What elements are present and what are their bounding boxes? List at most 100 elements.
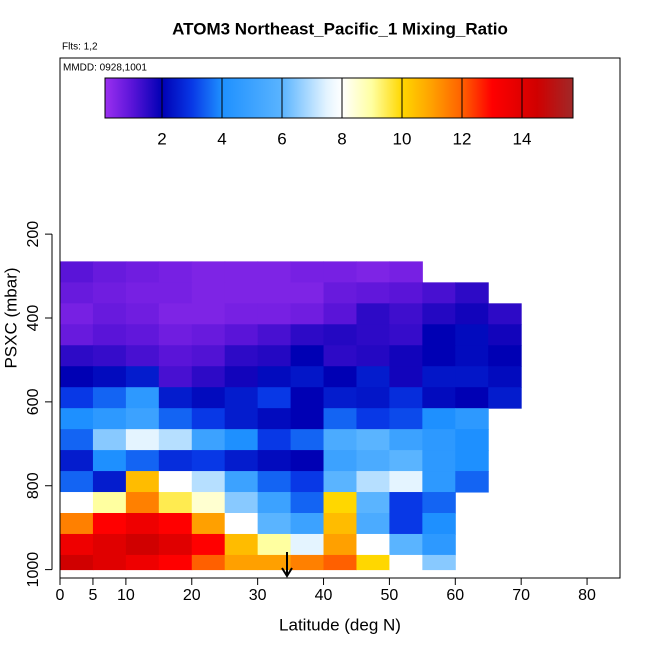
- heatmap-cell: [125, 471, 160, 493]
- x-tick-label: 50: [381, 587, 399, 604]
- heatmap-cell: [60, 471, 94, 493]
- heatmap-cell: [422, 387, 456, 409]
- heatmap-cell: [92, 450, 127, 472]
- heatmap-cell: [323, 471, 357, 493]
- heatmap-cell: [191, 408, 226, 430]
- heatmap-cell: [290, 513, 325, 535]
- heatmap-cell: [422, 450, 456, 472]
- heatmap-cell: [455, 345, 489, 367]
- heatmap-cell: [455, 429, 489, 451]
- heatmap-cell: [290, 408, 325, 430]
- heatmap-cell: [257, 282, 292, 304]
- heatmap-cell: [257, 533, 292, 556]
- heatmap-cell: [389, 471, 423, 493]
- heatmap-cell: [323, 450, 357, 472]
- heatmap-cell: [389, 303, 423, 325]
- heatmap-cell: [224, 429, 259, 451]
- heatmap-cell: [323, 282, 357, 304]
- heatmap-cell: [257, 554, 292, 571]
- heatmap-cell: [60, 261, 94, 283]
- colorbar-tick-label: 14: [513, 129, 532, 148]
- y-tick-label: 600: [25, 388, 42, 415]
- heatmap-cell: [191, 492, 226, 514]
- heatmap-cell: [92, 303, 127, 325]
- heatmap-cell: [323, 513, 357, 535]
- heatmap-cell: [323, 408, 357, 430]
- heatmap-cell: [257, 345, 292, 367]
- heatmap-cell: [389, 345, 423, 367]
- heatmap-cell: [389, 366, 423, 388]
- heatmap-cell: [158, 366, 193, 388]
- heatmap-cell: [224, 492, 259, 514]
- heatmap-cell: [224, 533, 259, 556]
- heatmap-cell: [356, 492, 390, 514]
- heatmap-cell: [290, 492, 325, 514]
- heatmap-cell: [60, 408, 94, 430]
- x-tick-label: 20: [183, 587, 201, 604]
- heatmap-cell: [389, 261, 423, 283]
- heatmap-cell: [356, 471, 390, 493]
- heatmap-cell: [224, 471, 259, 493]
- heatmap-cell: [455, 408, 489, 430]
- x-tick-label: 60: [446, 587, 464, 604]
- heatmap-cell: [224, 303, 259, 325]
- heatmap-cell: [224, 554, 259, 571]
- heatmap-cell: [125, 387, 160, 409]
- heatmap-cell: [290, 303, 325, 325]
- heatmap-cell: [389, 324, 423, 346]
- colorbar-tick-label: 10: [393, 129, 412, 148]
- heatmap-cell: [60, 450, 94, 472]
- heatmap-cell: [158, 533, 193, 556]
- x-tick-label: 30: [249, 587, 267, 604]
- plot-frame: [59, 57, 621, 579]
- heatmap-cell: [257, 366, 292, 388]
- heatmap-cell: [224, 345, 259, 367]
- heatmap-cell: [191, 303, 226, 325]
- heatmap-cell: [422, 408, 456, 430]
- heatmap-cell: [158, 429, 193, 451]
- heatmap-cell: [488, 345, 522, 367]
- heatmap-cell: [191, 513, 226, 535]
- heatmap-cell: [60, 282, 94, 304]
- heatmap-cell: [60, 303, 94, 325]
- heatmap-cell: [257, 324, 292, 346]
- heatmap-cell: [158, 513, 193, 535]
- colorbar-tick-label: 2: [157, 129, 166, 148]
- heatmap-cell: [389, 533, 423, 556]
- heatmap-cell: [455, 471, 489, 493]
- heatmap-cell: [323, 387, 357, 409]
- heatmap-cell: [60, 554, 94, 571]
- heatmap-cell: [356, 303, 390, 325]
- heatmap-cell: [224, 324, 259, 346]
- heatmap-cell: [60, 429, 94, 451]
- heatmap-cell: [224, 450, 259, 472]
- heatmap-cell: [92, 492, 127, 514]
- heatmap-cell: [125, 492, 160, 514]
- heatmap-cell: [92, 408, 127, 430]
- heatmap-cell: [60, 324, 94, 346]
- heatmap-cell: [92, 387, 127, 409]
- colorbar-tick-label: 6: [277, 129, 286, 148]
- heatmap-cell: [356, 324, 390, 346]
- heatmap-cell: [455, 366, 489, 388]
- heatmap-cell: [191, 261, 226, 283]
- heatmap-cell: [290, 324, 325, 346]
- heatmap-cell: [422, 533, 456, 556]
- heatmap-cell: [323, 492, 357, 514]
- heatmap-cell: [422, 282, 456, 304]
- heatmap-cell: [389, 513, 423, 535]
- heatmap-cell: [158, 492, 193, 514]
- heatmap-cell: [125, 408, 160, 430]
- heatmap-cell: [389, 492, 423, 514]
- x-tick-label: 0: [56, 587, 65, 604]
- heatmap-cell: [191, 450, 226, 472]
- heatmap-cell: [257, 387, 292, 409]
- heatmap-cell: [356, 513, 390, 535]
- chart-title: ATOM3 Northeast_Pacific_1 Mixing_Ratio: [172, 19, 508, 38]
- heatmap-cell: [389, 429, 423, 451]
- x-tick-label: 80: [578, 587, 596, 604]
- heatmap-cell: [60, 533, 94, 556]
- heatmap-cell: [356, 554, 390, 571]
- heatmap-cell: [125, 554, 160, 571]
- heatmap-cell: [257, 303, 292, 325]
